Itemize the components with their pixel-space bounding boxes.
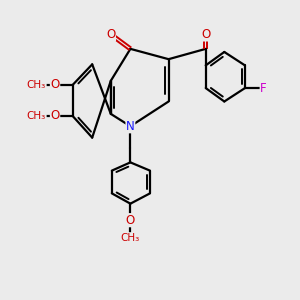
Text: O: O xyxy=(201,28,210,41)
Text: F: F xyxy=(260,82,267,94)
Text: CH₃: CH₃ xyxy=(27,80,46,90)
Text: O: O xyxy=(50,110,60,122)
Text: CH₃: CH₃ xyxy=(27,111,46,121)
Text: O: O xyxy=(50,79,60,92)
Text: O: O xyxy=(126,214,135,227)
Text: N: N xyxy=(126,120,135,133)
Text: O: O xyxy=(106,28,116,41)
Text: CH₃: CH₃ xyxy=(121,233,140,243)
